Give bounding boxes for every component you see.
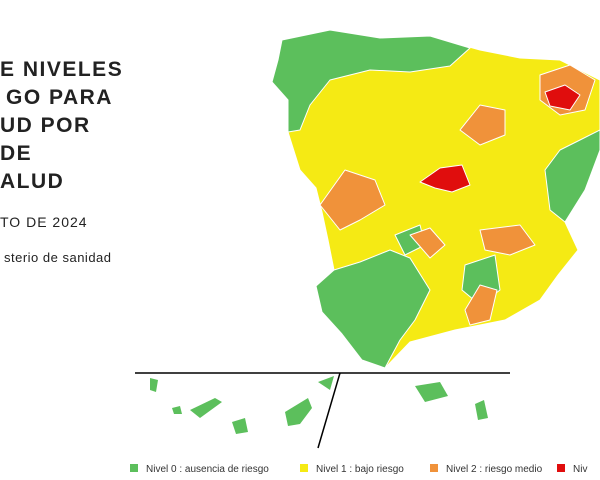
title-line: GO PARA bbox=[6, 86, 113, 109]
title-line: E NIVELES bbox=[0, 58, 123, 81]
island bbox=[415, 382, 448, 402]
canary-islands bbox=[150, 376, 488, 434]
legend-label: Nivel 2 : riesgo medio bbox=[446, 464, 543, 475]
northwest-region bbox=[271, 29, 471, 133]
north-orange bbox=[459, 104, 506, 146]
island bbox=[190, 398, 222, 418]
source: sterio de sanidad bbox=[4, 250, 112, 265]
center-orange bbox=[409, 227, 446, 259]
island bbox=[475, 400, 488, 420]
legend-label: Nivel 1 : bajo riesgo bbox=[316, 464, 404, 475]
southwest-region bbox=[315, 249, 431, 369]
island bbox=[285, 398, 312, 426]
legend-swatch bbox=[300, 464, 308, 472]
madrid-red bbox=[419, 164, 471, 193]
legend-label: Niv bbox=[573, 464, 587, 475]
east-orange bbox=[479, 224, 536, 256]
legend: Nivel 0 : ausencia de riesgo Nivel 1 : ba… bbox=[130, 464, 587, 475]
island bbox=[172, 406, 182, 414]
title-block: E NIVELES GO PARA UD POR DE ALUD TO DE 2… bbox=[0, 58, 123, 265]
title-line: UD POR bbox=[0, 114, 91, 137]
east-region bbox=[544, 129, 600, 223]
south-orange bbox=[464, 284, 498, 326]
legend-swatch bbox=[130, 464, 138, 472]
legend-swatch bbox=[430, 464, 438, 472]
title-line: ALUD bbox=[0, 170, 64, 193]
northeast-red bbox=[544, 84, 581, 111]
west-orange bbox=[319, 169, 386, 231]
island bbox=[232, 418, 248, 434]
legend-label: Nivel 0 : ausencia de riesgo bbox=[146, 464, 269, 475]
island bbox=[318, 376, 334, 390]
mainland bbox=[271, 29, 600, 369]
date: TO DE 2024 bbox=[0, 214, 88, 230]
inset-divider bbox=[317, 372, 341, 449]
title-line: DE bbox=[0, 142, 32, 165]
legend-swatch bbox=[557, 464, 565, 472]
island bbox=[150, 378, 158, 392]
